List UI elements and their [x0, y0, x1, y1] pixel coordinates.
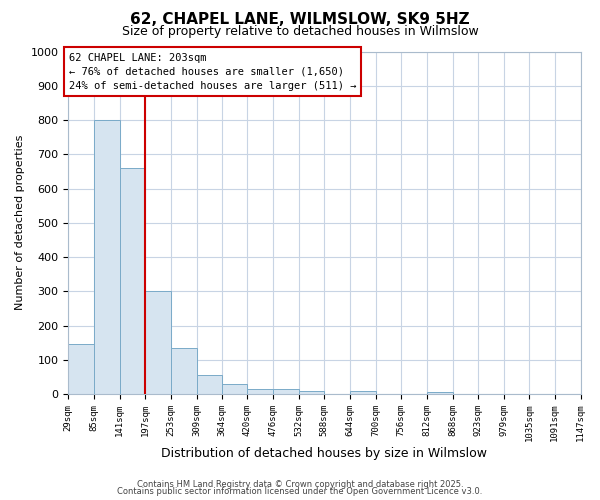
Bar	[299, 392, 325, 394]
Bar	[350, 390, 376, 394]
X-axis label: Distribution of detached houses by size in Wilmslow: Distribution of detached houses by size …	[161, 447, 487, 460]
Text: 62 CHAPEL LANE: 203sqm
← 76% of detached houses are smaller (1,650)
24% of semi-: 62 CHAPEL LANE: 203sqm ← 76% of detached…	[69, 52, 356, 90]
Bar	[171, 348, 197, 394]
Bar	[119, 168, 145, 394]
Text: 62, CHAPEL LANE, WILMSLOW, SK9 5HZ: 62, CHAPEL LANE, WILMSLOW, SK9 5HZ	[130, 12, 470, 28]
Bar	[427, 392, 452, 394]
Bar	[197, 376, 222, 394]
Bar	[247, 389, 273, 394]
Text: Size of property relative to detached houses in Wilmslow: Size of property relative to detached ho…	[122, 25, 478, 38]
Bar	[222, 384, 247, 394]
Bar	[145, 292, 171, 394]
Y-axis label: Number of detached properties: Number of detached properties	[15, 135, 25, 310]
Bar	[94, 120, 119, 394]
Text: Contains HM Land Registry data © Crown copyright and database right 2025.: Contains HM Land Registry data © Crown c…	[137, 480, 463, 489]
Bar	[273, 389, 299, 394]
Bar	[68, 344, 94, 394]
Text: Contains public sector information licensed under the Open Government Licence v3: Contains public sector information licen…	[118, 488, 482, 496]
